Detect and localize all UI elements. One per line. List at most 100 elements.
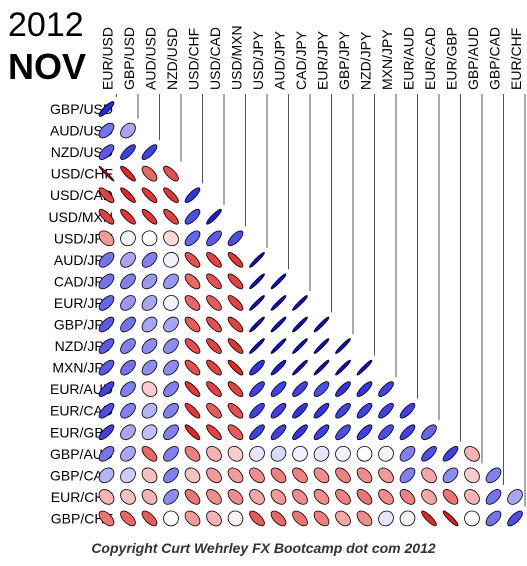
- correlation-ellipse: [227, 359, 244, 376]
- correlation-ellipse: [356, 510, 373, 527]
- correlation-ellipse: [206, 424, 222, 441]
- correlation-ellipse: [292, 445, 308, 462]
- correlation-ellipse: [184, 402, 201, 419]
- correlation-ellipse: [270, 467, 287, 484]
- correlation-ellipse: [120, 187, 136, 204]
- correlation-ellipse: [378, 445, 394, 462]
- row-label: MXN/JPY: [52, 360, 113, 376]
- correlation-ellipse: [356, 467, 373, 484]
- correlation-ellipse: [120, 402, 136, 419]
- correlation-ellipse: [163, 338, 179, 354]
- correlation-ellipse: [227, 402, 244, 419]
- correlation-ellipse: [270, 424, 287, 441]
- correlation-ellipse: [184, 445, 201, 462]
- correlation-ellipse: [249, 252, 265, 268]
- column-label: GBP/USD: [121, 27, 137, 90]
- correlation-ellipse: [184, 316, 201, 333]
- correlation-ellipse: [464, 467, 480, 484]
- copyright-footer: Copyright Curt Wehrley FX Bootcamp dot c…: [91, 540, 436, 556]
- correlation-ellipse: [270, 359, 287, 376]
- correlation-ellipse: [270, 316, 287, 333]
- correlation-ellipse: [206, 338, 222, 354]
- correlation-ellipse: [227, 510, 244, 527]
- correlation-ellipse: [378, 402, 394, 419]
- column-label: NZD/JPY: [358, 31, 374, 90]
- correlation-ellipse: [313, 316, 330, 333]
- correlation-ellipse: [120, 467, 136, 484]
- correlation-ellipse: [120, 381, 136, 397]
- correlation-ellipse: [141, 144, 158, 160]
- correlation-ellipse: [120, 359, 136, 376]
- correlation-ellipse: [98, 230, 115, 247]
- column-label: MXN/JPY: [379, 29, 395, 90]
- correlation-ellipse: [378, 510, 394, 527]
- correlation-ellipse: [227, 295, 244, 311]
- correlation-ellipse: [184, 510, 201, 527]
- correlation-ellipse: [141, 316, 158, 333]
- correlation-ellipse: [163, 295, 179, 311]
- correlation-ellipse: [227, 252, 244, 268]
- correlation-ellipse: [249, 467, 265, 484]
- correlation-ellipse: [313, 510, 330, 527]
- correlation-ellipse: [292, 381, 308, 397]
- correlation-ellipse: [120, 489, 136, 505]
- correlation-ellipse: [184, 273, 201, 290]
- correlation-ellipse: [120, 122, 136, 139]
- correlation-ellipse: [98, 122, 115, 139]
- row-label: GBP/AUD: [50, 446, 113, 462]
- correlation-ellipse: [249, 273, 265, 290]
- correlation-ellipse: [292, 467, 308, 484]
- row-label: GBP/CAD: [50, 467, 113, 483]
- correlation-ellipse: [227, 273, 244, 290]
- correlation-ellipse: [206, 359, 222, 376]
- correlation-ellipse: [98, 489, 115, 505]
- correlation-ellipse: [206, 295, 222, 311]
- correlation-ellipse: [335, 445, 351, 462]
- correlation-ellipse: [163, 208, 179, 225]
- correlation-ellipse: [206, 510, 222, 527]
- correlation-ellipse: [292, 295, 308, 311]
- correlation-ellipse: [485, 489, 502, 505]
- correlation-ellipse: [292, 316, 308, 333]
- correlation-ellipse: [120, 295, 136, 311]
- correlation-ellipse: [163, 273, 179, 290]
- correlation-ellipse: [356, 359, 373, 376]
- correlation-ellipse: [141, 230, 158, 247]
- correlation-ellipse: [227, 316, 244, 333]
- correlation-ellipse: [313, 402, 330, 419]
- correlation-ellipse: [163, 165, 179, 182]
- correlation-ellipse: [120, 424, 136, 441]
- correlation-ellipse: [421, 489, 437, 505]
- correlation-ellipse: [421, 467, 437, 484]
- correlation-ellipse: [141, 359, 158, 376]
- correlation-ellipse: [206, 316, 222, 333]
- correlation-ellipse: [141, 187, 158, 204]
- correlation-ellipse: [335, 359, 351, 376]
- correlation-ellipse: [120, 510, 136, 527]
- correlation-ellipse: [335, 402, 351, 419]
- correlation-ellipse: [120, 445, 136, 462]
- correlation-ellipse: [378, 381, 394, 397]
- correlation-ellipse: [421, 445, 437, 462]
- correlation-ellipse: [313, 381, 330, 397]
- correlation-ellipse: [507, 489, 523, 505]
- correlation-ellipse: [442, 510, 459, 527]
- correlation-ellipse: [184, 359, 201, 376]
- column-label: AUD/USD: [143, 27, 159, 90]
- correlation-ellipse: [184, 208, 201, 225]
- row-label: EUR/CHF: [51, 489, 113, 505]
- correlation-ellipse: [399, 467, 416, 484]
- correlation-ellipse: [249, 316, 265, 333]
- correlation-ellipse: [141, 381, 158, 397]
- correlation-ellipse: [249, 510, 265, 527]
- correlation-ellipse: [292, 359, 308, 376]
- correlation-ellipse: [313, 338, 330, 354]
- chart-title-month: NOV: [8, 46, 87, 87]
- row-label: USD/MXN: [48, 209, 113, 225]
- correlation-ellipse: [141, 445, 158, 462]
- row-label: NZD/USD: [51, 144, 113, 160]
- correlation-ellipse: [163, 445, 179, 462]
- correlation-ellipse: [141, 338, 158, 354]
- correlation-ellipse: [356, 489, 373, 505]
